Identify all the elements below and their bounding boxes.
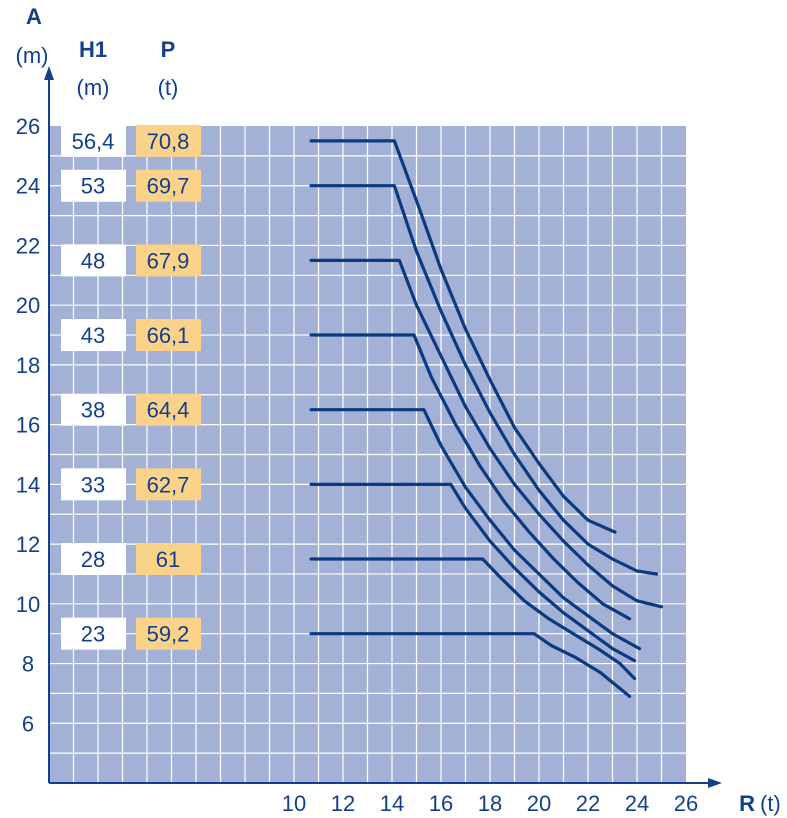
p-value: 61	[156, 547, 180, 572]
series-line-33	[309, 482, 637, 663]
y-tick-label: 16	[16, 413, 40, 438]
x-tick-label: 16	[429, 791, 453, 816]
p-value: 69,7	[147, 174, 190, 199]
y-tick-label: 12	[16, 532, 40, 557]
p-unit: (t)	[158, 75, 179, 100]
h1-value: 53	[81, 174, 105, 199]
p-box	[136, 319, 201, 352]
x-tick-label: 22	[576, 791, 600, 816]
series-line-48	[309, 258, 664, 609]
h1-value: 33	[81, 472, 105, 497]
h1-box	[61, 393, 126, 426]
p-header: P	[161, 37, 176, 62]
y-tick-label: 14	[16, 472, 40, 497]
series-line-38	[309, 408, 642, 651]
x-tick-label: 26	[674, 791, 698, 816]
y-axis-unit: (m)	[16, 43, 49, 68]
x-tick-label: 12	[331, 791, 355, 816]
y-axis-arrow	[44, 66, 54, 80]
x-tick-label: 14	[380, 791, 404, 816]
h1-box	[61, 543, 126, 576]
p-box	[136, 393, 201, 426]
p-value: 59,2	[147, 622, 190, 647]
p-box	[136, 617, 201, 650]
series-line-56-4	[309, 139, 617, 534]
y-tick-label: 20	[16, 293, 40, 318]
p-box	[136, 169, 201, 202]
h1-value: 23	[81, 622, 105, 647]
series-line-23	[309, 632, 632, 698]
axes: 6 8 10 12 14 16 18 20 22 24 26 10 12 14 16 18 20 22 24 26	[16, 66, 722, 816]
x-tick-label: 10	[282, 791, 306, 816]
p-box	[136, 468, 201, 501]
x-tick-label: 20	[527, 791, 551, 816]
series-line-43	[309, 333, 632, 621]
p-value: 67,9	[147, 248, 190, 273]
h1-value: 56,4	[72, 129, 115, 154]
p-box	[136, 543, 201, 576]
p-box	[136, 124, 201, 157]
y-tick-label: 22	[16, 233, 40, 258]
p-box	[136, 244, 201, 277]
x-axis-arrow	[708, 778, 722, 788]
y-tick-label: 10	[16, 592, 40, 617]
p-value: 64,4	[147, 398, 190, 423]
y-tick-label: 26	[16, 114, 40, 139]
p-value: 62,7	[147, 472, 190, 497]
h1-header: H1	[79, 37, 107, 62]
y-tick-label: 8	[22, 652, 34, 677]
value-boxes: 56,4 70,8 53 69,7 48 67,9 43 66,1 38 64,4 33 62,7 28…	[61, 124, 201, 650]
h1-box	[61, 244, 126, 277]
grid	[49, 126, 686, 783]
h1-value: 28	[81, 547, 105, 572]
h1-box	[61, 124, 126, 157]
h1-value: 38	[81, 398, 105, 423]
y-tick-label: 6	[22, 711, 34, 736]
x-axis-title: R	[739, 791, 755, 816]
h1-box	[61, 319, 126, 352]
x-tick-label: 18	[478, 791, 502, 816]
h1-box	[61, 468, 126, 501]
y-axis-title: A	[26, 4, 42, 29]
x-tick-label: 24	[625, 791, 649, 816]
series-line-28	[309, 557, 637, 681]
p-value: 70,8	[147, 129, 190, 154]
h1-value: 48	[81, 248, 105, 273]
y-tick-label: 24	[16, 174, 40, 199]
series-lines	[309, 139, 664, 698]
h1-value: 43	[81, 323, 105, 348]
h1-box	[61, 169, 126, 202]
h1-box	[61, 617, 126, 650]
h1-unit: (m)	[77, 75, 110, 100]
x-axis-unit: (t)	[760, 791, 781, 816]
p-value: 66,1	[147, 323, 190, 348]
y-tick-label: 18	[16, 353, 40, 378]
series-line-53	[309, 184, 659, 576]
